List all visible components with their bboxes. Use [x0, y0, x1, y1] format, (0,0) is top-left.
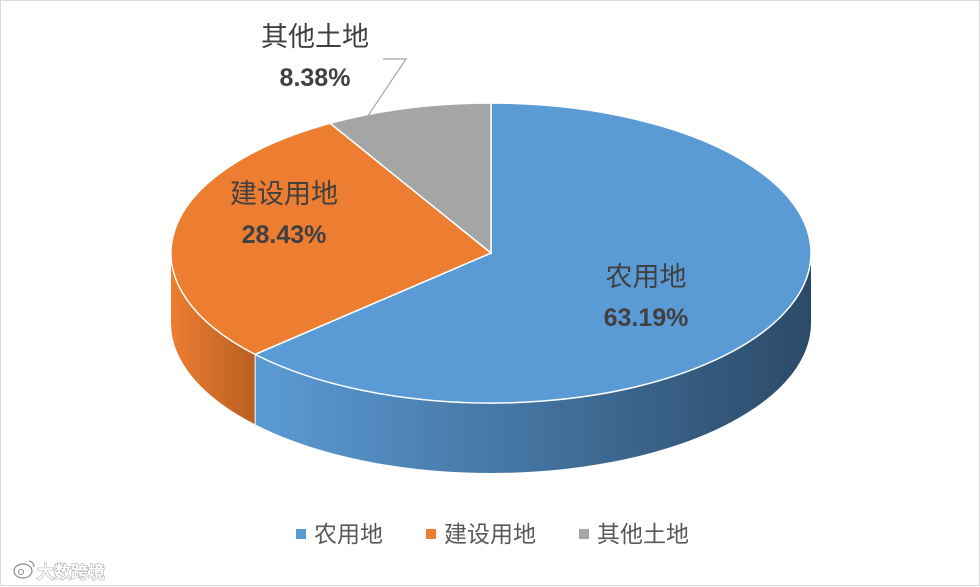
watermark-text: 大数跨境: [37, 562, 105, 583]
weibo-icon: [13, 560, 35, 579]
legend-swatch-3: [579, 529, 589, 539]
slice-2-side: [171, 253, 256, 425]
slice-1-top: [253, 102, 812, 404]
legend-swatch-2: [426, 529, 436, 539]
slice-3-name-label: 其他土地: [261, 22, 369, 53]
legend-label-1: 农用地: [314, 522, 383, 548]
slice-1-side: [255, 253, 811, 474]
leader-lines: [367, 58, 408, 117]
pie-side-walls: [171, 253, 811, 474]
slice-3-leader-line: [367, 58, 408, 117]
legend-swatch-1: [296, 529, 306, 539]
pie-top-faces: [170, 102, 812, 404]
slice-2-top: [170, 122, 493, 356]
legend: 农用地 建设用地 其他土地: [296, 522, 689, 548]
slice-3-top: [328, 102, 492, 255]
watermark: 大数跨境: [13, 560, 105, 583]
slice-2-name-label: 建设用地: [230, 179, 338, 210]
legend-label-2: 建设用地: [444, 522, 536, 548]
slice-2-value-label: 28.43%: [242, 221, 327, 249]
slice-3-value-label: 8.38%: [280, 64, 351, 92]
slice-1-name-label: 农用地: [606, 262, 687, 293]
slice-1-value-label: 63.19%: [604, 304, 689, 332]
slice-labels: 农用地 63.19% 建设用地 28.43% 其他土地 8.38%: [230, 22, 688, 332]
legend-label-3: 其他土地: [597, 522, 689, 548]
